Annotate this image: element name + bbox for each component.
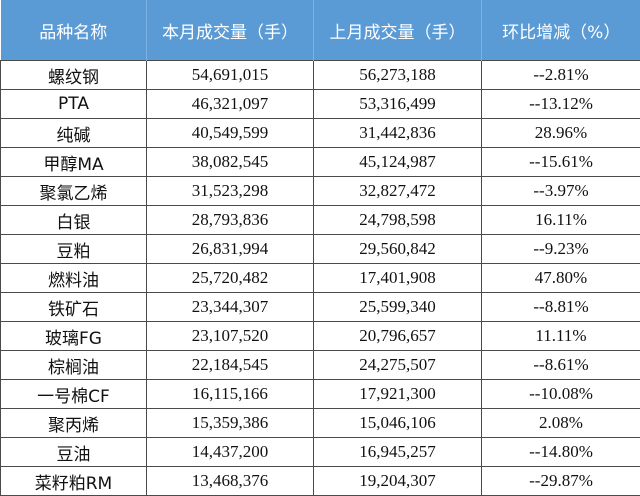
product-name-cell: 燃料油 bbox=[0, 263, 147, 293]
table-row: 豆油 14,437,200 16,945,257 --14.80% bbox=[0, 437, 640, 467]
table-row: 一号棉CF 16,115,166 17,921,300 --10.08% bbox=[0, 379, 640, 409]
change-percent-cell: 2.08% bbox=[481, 408, 640, 438]
last-month-volume-cell: 32,827,472 bbox=[313, 176, 482, 206]
product-name-cell: 甲醇MA bbox=[0, 147, 147, 177]
table-row: 豆粕 26,831,994 29,560,842 --9.23% bbox=[0, 234, 640, 264]
this-month-volume-cell: 16,115,166 bbox=[146, 379, 314, 409]
change-percent-cell: 47.80% bbox=[481, 263, 640, 293]
product-name-cell: 豆粕 bbox=[0, 234, 147, 264]
this-month-volume-cell: 40,549,599 bbox=[146, 118, 314, 148]
product-name-cell: 聚氯乙烯 bbox=[0, 176, 147, 206]
this-month-volume-cell: 15,359,386 bbox=[146, 408, 314, 438]
product-name-cell: PTA bbox=[0, 89, 147, 119]
change-percent-cell: --9.23% bbox=[481, 234, 640, 264]
last-month-volume-cell: 25,599,340 bbox=[313, 292, 482, 322]
table-row: 菜籽粕RM 13,468,376 19,204,307 --29.87% bbox=[0, 466, 640, 496]
this-month-volume-cell: 26,831,994 bbox=[146, 234, 314, 264]
product-name-cell: 螺纹钢 bbox=[0, 60, 147, 90]
this-month-volume-cell: 46,321,097 bbox=[146, 89, 314, 119]
header-last-month-volume: 上月成交量（手） bbox=[313, 0, 482, 61]
change-percent-cell: --8.61% bbox=[481, 350, 640, 380]
change-percent-cell: --10.08% bbox=[481, 379, 640, 409]
change-percent-cell: --14.80% bbox=[481, 437, 640, 467]
table-row: 铁矿石 23,344,307 25,599,340 --8.81% bbox=[0, 292, 640, 322]
this-month-volume-cell: 38,082,545 bbox=[146, 147, 314, 177]
this-month-volume-cell: 14,437,200 bbox=[146, 437, 314, 467]
this-month-volume-cell: 13,468,376 bbox=[146, 466, 314, 496]
last-month-volume-cell: 19,204,307 bbox=[313, 466, 482, 496]
product-name-cell: 聚丙烯 bbox=[0, 408, 147, 438]
product-name-cell: 白银 bbox=[0, 205, 147, 235]
this-month-volume-cell: 28,793,836 bbox=[146, 205, 314, 235]
product-name-cell: 纯碱 bbox=[0, 118, 147, 148]
last-month-volume-cell: 24,798,598 bbox=[313, 205, 482, 235]
product-name-cell: 一号棉CF bbox=[0, 379, 147, 409]
last-month-volume-cell: 31,442,836 bbox=[313, 118, 482, 148]
product-name-cell: 豆油 bbox=[0, 437, 147, 467]
change-percent-cell: --15.61% bbox=[481, 147, 640, 177]
change-percent-cell: --13.12% bbox=[481, 89, 640, 119]
this-month-volume-cell: 31,523,298 bbox=[146, 176, 314, 206]
last-month-volume-cell: 15,046,106 bbox=[313, 408, 482, 438]
change-percent-cell: --29.87% bbox=[481, 466, 640, 496]
table-row: 棕榈油 22,184,545 24,275,507 --8.61% bbox=[0, 350, 640, 380]
change-percent-cell: 16.11% bbox=[481, 205, 640, 235]
table-row: 白银 28,793,836 24,798,598 16.11% bbox=[0, 205, 640, 235]
product-name-cell: 棕榈油 bbox=[0, 350, 147, 380]
header-this-month-volume: 本月成交量（手） bbox=[146, 0, 314, 61]
last-month-volume-cell: 53,316,499 bbox=[313, 89, 482, 119]
table-row: 聚氯乙烯 31,523,298 32,827,472 --3.97% bbox=[0, 176, 640, 206]
table-row: 聚丙烯 15,359,386 15,046,106 2.08% bbox=[0, 408, 640, 438]
last-month-volume-cell: 29,560,842 bbox=[313, 234, 482, 264]
last-month-volume-cell: 16,945,257 bbox=[313, 437, 482, 467]
change-percent-cell: --2.81% bbox=[481, 60, 640, 90]
last-month-volume-cell: 45,124,987 bbox=[313, 147, 482, 177]
header-row: 品种名称 本月成交量（手） 上月成交量（手） 环比增减（%） bbox=[0, 0, 640, 61]
table-row: 纯碱 40,549,599 31,442,836 28.96% bbox=[0, 118, 640, 148]
change-percent-cell: 28.96% bbox=[481, 118, 640, 148]
product-name-cell: 铁矿石 bbox=[0, 292, 147, 322]
change-percent-cell: --3.97% bbox=[481, 176, 640, 206]
table-row: 螺纹钢 54,691,015 56,273,188 --2.81% bbox=[0, 60, 640, 90]
last-month-volume-cell: 56,273,188 bbox=[313, 60, 482, 90]
table-row: 燃料油 25,720,482 17,401,908 47.80% bbox=[0, 263, 640, 293]
last-month-volume-cell: 20,796,657 bbox=[313, 321, 482, 351]
table-row: PTA 46,321,097 53,316,499 --13.12% bbox=[0, 89, 640, 119]
change-percent-cell: --8.81% bbox=[481, 292, 640, 322]
this-month-volume-cell: 54,691,015 bbox=[146, 60, 314, 90]
this-month-volume-cell: 22,184,545 bbox=[146, 350, 314, 380]
last-month-volume-cell: 24,275,507 bbox=[313, 350, 482, 380]
product-name-cell: 玻璃FG bbox=[0, 321, 147, 351]
change-percent-cell: 11.11% bbox=[481, 321, 640, 351]
this-month-volume-cell: 23,344,307 bbox=[146, 292, 314, 322]
header-product-name: 品种名称 bbox=[0, 0, 147, 61]
header-change-percent: 环比增减（%） bbox=[481, 0, 640, 61]
table-row: 玻璃FG 23,107,520 20,796,657 11.11% bbox=[0, 321, 640, 351]
last-month-volume-cell: 17,921,300 bbox=[313, 379, 482, 409]
last-month-volume-cell: 17,401,908 bbox=[313, 263, 482, 293]
this-month-volume-cell: 25,720,482 bbox=[146, 263, 314, 293]
product-name-cell: 菜籽粕RM bbox=[0, 466, 147, 496]
this-month-volume-cell: 23,107,520 bbox=[146, 321, 314, 351]
table-row: 甲醇MA 38,082,545 45,124,987 --15.61% bbox=[0, 147, 640, 177]
table-body: 螺纹钢 54,691,015 56,273,188 --2.81% PTA 46,321,… bbox=[0, 60, 640, 496]
